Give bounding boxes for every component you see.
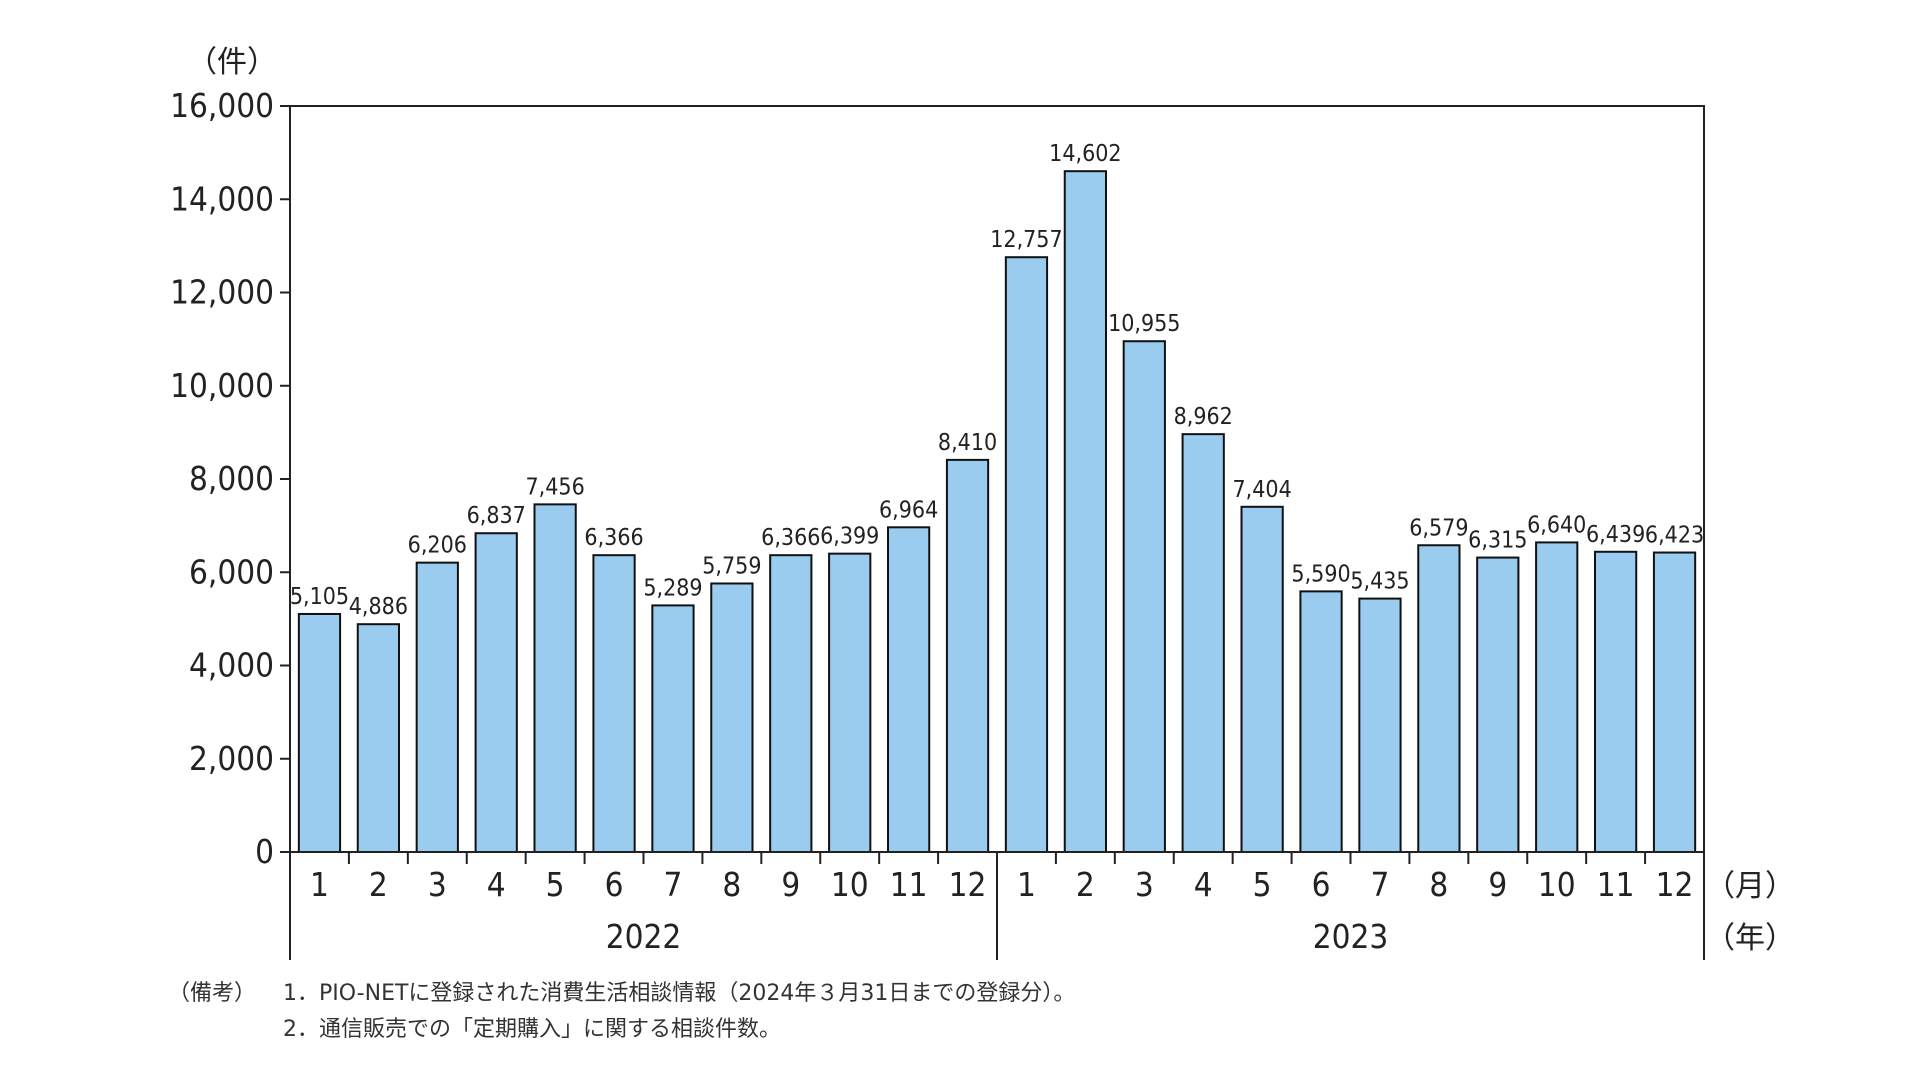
month-tick-label: 3 [428, 865, 447, 904]
month-tick-label: 11 [1597, 865, 1635, 904]
value-label: 6,423 [1645, 523, 1704, 549]
value-label: 6,964 [879, 497, 938, 523]
y-axis-unit-label: （件） [187, 45, 277, 80]
y-axis: 0 2,000 4,000 6,000 8,000 10,000 12,000 14,000 1… [170, 86, 290, 871]
value-label: 5,105 [290, 584, 349, 610]
month-tick-label: 11 [890, 865, 928, 904]
bar [1240, 505, 1284, 853]
value-label: 6,366 [584, 525, 643, 551]
y-tick-label: 16,000 [170, 86, 274, 125]
month-tick-label: 9 [1488, 865, 1507, 904]
value-label: 5,590 [1291, 561, 1350, 587]
value-label: 14,602 [1049, 141, 1121, 167]
month-tick-label: 4 [487, 865, 506, 904]
y-tick-label: 0 [255, 832, 274, 871]
month-tick-label: 3 [1135, 865, 1154, 904]
value-label: 6,579 [1409, 515, 1468, 541]
value-label: 5,435 [1350, 569, 1409, 595]
note-item-1: 1．PIO-NETに登録された消費生活相談情報（2024年３月31日までの登録分… [283, 981, 1076, 1006]
plot-frame [289, 105, 1705, 853]
bar [1181, 433, 1225, 853]
bar [1652, 551, 1697, 854]
bar [1122, 340, 1166, 853]
value-label: 4,886 [349, 594, 408, 620]
month-tick-label: 10 [1538, 865, 1576, 904]
y-tick-label: 12,000 [170, 273, 274, 312]
value-labels: 5,105 4,8866,2066,8377,4566,3665,2895,759… [290, 141, 1704, 620]
bar [356, 623, 400, 853]
value-label: 8,410 [938, 430, 997, 456]
y-tick-label: 4,000 [189, 646, 274, 685]
y-tick-label: 10,000 [170, 366, 274, 405]
month-tick-label: 8 [722, 865, 741, 904]
value-label: 7,456 [526, 474, 585, 500]
value-label: 6,399 [820, 524, 879, 550]
bar [945, 458, 990, 853]
month-tick-label: 2 [369, 865, 388, 904]
bar [710, 582, 754, 853]
bar [592, 554, 636, 853]
bar [415, 561, 459, 853]
month-tick-label: 9 [781, 865, 800, 904]
month-tick-label: 5 [546, 865, 565, 904]
value-label: 6,439 [1586, 522, 1645, 548]
value-label: 5,759 [702, 553, 761, 579]
bar [533, 503, 577, 853]
bar [1417, 544, 1461, 854]
month-tick-label: 5 [1253, 865, 1272, 904]
bars [297, 170, 1697, 854]
bar [651, 604, 695, 854]
bar [1004, 256, 1049, 853]
x-axis-month-unit: （月） [1705, 869, 1795, 904]
value-label: 8,962 [1174, 404, 1233, 430]
bar [1594, 550, 1638, 853]
bar [297, 612, 342, 853]
bar [769, 554, 813, 853]
y-tick-label: 8,000 [189, 459, 274, 498]
bar [1535, 541, 1579, 853]
month-tick-label: 7 [664, 865, 683, 904]
bar [1299, 590, 1343, 854]
bar [887, 526, 931, 854]
year-label: 2023 [1313, 917, 1389, 956]
y-tick-label: 14,000 [170, 179, 274, 218]
notes-label: （備考） [168, 981, 257, 1006]
bar [1063, 170, 1107, 853]
month-tick-label: 8 [1429, 865, 1448, 904]
y-tick-label: 2,000 [189, 739, 274, 778]
value-label: 5,289 [643, 575, 702, 601]
value-label: 7,404 [1233, 477, 1292, 503]
month-tick-label: 1 [1017, 865, 1036, 904]
month-tick-label: 10 [831, 865, 869, 904]
value-label: 12,757 [990, 227, 1062, 253]
month-tick-label: 12 [949, 865, 987, 904]
bar [1476, 556, 1520, 853]
month-tick-label: 1 [310, 865, 329, 904]
month-tick-label: 4 [1194, 865, 1213, 904]
bar [1358, 597, 1402, 854]
value-label: 6,315 [1468, 528, 1527, 554]
month-tick-label: 6 [605, 865, 624, 904]
month-tick-label: 12 [1656, 865, 1694, 904]
bar [474, 532, 518, 853]
month-tick-label: 6 [1312, 865, 1331, 904]
value-label: 6,206 [408, 533, 467, 559]
month-tick-label: 7 [1371, 865, 1390, 904]
bar [828, 552, 872, 853]
value-label: 6,366 [761, 525, 820, 551]
year-label: 2022 [606, 917, 682, 956]
x-axis-year-unit: （年） [1705, 921, 1795, 956]
y-tick-label: 6,000 [189, 552, 274, 591]
month-tick-label: 2 [1076, 865, 1095, 904]
note-item-2: 2．通信販売での「定期購入」に関する相談件数。 [283, 1017, 781, 1042]
notes: （備考） 1．PIO-NETに登録された消費生活相談情報（2024年３月31日ま… [168, 976, 1075, 1048]
value-label: 6,837 [467, 503, 526, 529]
value-label: 10,955 [1108, 311, 1180, 337]
value-label: 6,640 [1527, 512, 1586, 538]
